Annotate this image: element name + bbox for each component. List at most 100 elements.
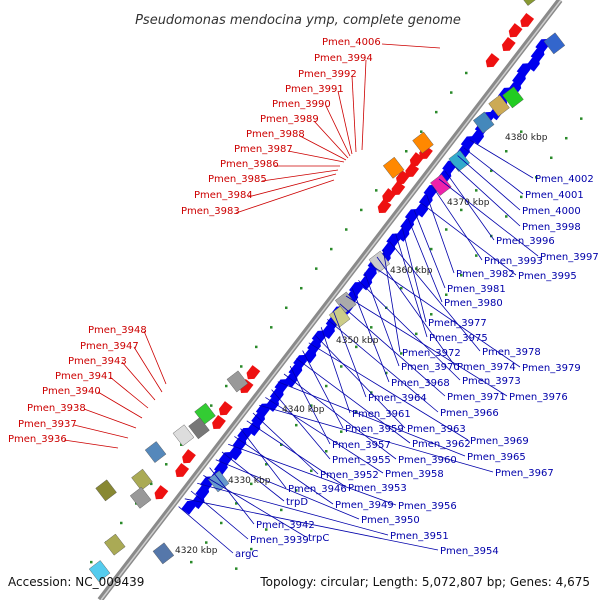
gene-label[interactable]: Pmen_3993 bbox=[484, 256, 543, 267]
gene-label[interactable]: Pmen_3953 bbox=[348, 483, 407, 494]
gene-label[interactable]: Pmen_3975 bbox=[429, 333, 488, 344]
gene-label[interactable]: Pmen_3973 bbox=[462, 376, 521, 387]
track-dot bbox=[150, 482, 153, 486]
gene-label[interactable]: Pmen_3963 bbox=[407, 424, 466, 435]
gene-label[interactable]: Pmen_3990 bbox=[272, 99, 331, 110]
gene-label[interactable]: Pmen_3991 bbox=[285, 84, 344, 95]
gene-label[interactable]: Pmen_3979 bbox=[522, 363, 581, 374]
gene-label[interactable]: Pmen_3942 bbox=[256, 520, 315, 531]
gene-label[interactable]: Pmen_3940 bbox=[42, 386, 101, 397]
track-dot bbox=[120, 521, 123, 525]
leader-line bbox=[271, 389, 331, 460]
gene-label[interactable]: Pmen_3998 bbox=[522, 222, 581, 233]
gene-label[interactable]: Pmen_4002 bbox=[535, 174, 594, 185]
track-dot bbox=[355, 345, 358, 349]
leader-line bbox=[287, 150, 345, 163]
leader-line bbox=[314, 334, 406, 429]
gene-label[interactable]: Pmen_3992 bbox=[298, 69, 357, 80]
gene-label[interactable]: Pmen_3997 bbox=[540, 252, 599, 263]
leader-line bbox=[299, 135, 347, 161]
gene-label[interactable]: Pmen_3948 bbox=[88, 325, 147, 336]
leader-line bbox=[235, 179, 335, 214]
gene-label[interactable]: Pmen_3986 bbox=[220, 159, 279, 170]
gene-label[interactable]: trpD bbox=[286, 497, 308, 508]
gene-label[interactable]: Pmen_3941 bbox=[55, 371, 114, 382]
gene-label[interactable]: Pmen_3969 bbox=[470, 436, 529, 447]
gene-label[interactable]: Pmen_3954 bbox=[440, 546, 499, 557]
track-dot bbox=[355, 410, 358, 414]
gene-label[interactable]: Pmen_3995 bbox=[518, 271, 577, 282]
leader-line bbox=[339, 303, 446, 397]
gene-label[interactable]: Pmen_3946 bbox=[288, 484, 347, 495]
track-dot bbox=[475, 189, 478, 192]
forward-gene-arrow bbox=[405, 162, 420, 178]
feature-blocks bbox=[88, 0, 566, 582]
gene-label[interactable]: Pmen_4000 bbox=[522, 206, 581, 217]
gene-label[interactable]: Pmen_3978 bbox=[482, 347, 541, 358]
leader-line bbox=[265, 397, 384, 474]
gene-label[interactable]: Pmen_3936 bbox=[8, 434, 67, 445]
gene-label[interactable]: Pmen_3989 bbox=[260, 114, 319, 125]
gene-label[interactable]: Pmen_3939 bbox=[250, 535, 309, 546]
track-dot bbox=[180, 443, 183, 446]
gene-label[interactable]: Pmen_3980 bbox=[444, 298, 503, 309]
leader-line bbox=[277, 381, 466, 457]
gene-label[interactable]: Pmen_3943 bbox=[68, 356, 127, 367]
feature-block bbox=[488, 94, 510, 117]
gene-label[interactable]: Pmen_3937 bbox=[18, 419, 77, 430]
gene-label[interactable]: Pmen_3981 bbox=[447, 284, 506, 295]
gene-label[interactable]: Pmen_3982 bbox=[456, 269, 515, 280]
leader-line bbox=[345, 295, 508, 397]
gene-label[interactable]: Pmen_3957 bbox=[332, 440, 391, 451]
track-dot bbox=[385, 371, 388, 375]
gene-label[interactable]: Pmen_3984 bbox=[194, 190, 253, 201]
gene-label[interactable]: Pmen_3996 bbox=[496, 236, 555, 247]
gene-label[interactable]: Pmen_3983 bbox=[181, 206, 240, 217]
gene-label[interactable]: Pmen_3964 bbox=[368, 393, 427, 404]
gene-label[interactable]: Pmen_3967 bbox=[495, 468, 554, 479]
feature-block bbox=[172, 424, 195, 447]
gene-label[interactable]: Pmen_3950 bbox=[361, 515, 420, 526]
leader-line bbox=[234, 436, 334, 505]
gene-label[interactable]: Pmen_3977 bbox=[428, 318, 487, 329]
gene-label[interactable]: Pmen_3965 bbox=[467, 452, 526, 463]
leader-line bbox=[351, 75, 357, 153]
gene-label[interactable]: Pmen_3947 bbox=[80, 341, 139, 352]
gene-label[interactable]: Pmen_3974 bbox=[457, 362, 516, 373]
gene-label[interactable]: Pmen_3987 bbox=[234, 144, 293, 155]
gene-label[interactable]: Pmen_3960 bbox=[398, 455, 457, 466]
kbp-tick-label: 4340 kbp bbox=[282, 405, 325, 415]
gene-label[interactable]: Pmen_4006 bbox=[322, 37, 381, 48]
gene-label[interactable]: Pmen_3976 bbox=[509, 392, 568, 403]
leader-line bbox=[327, 319, 439, 413]
gene-label[interactable]: Pmen_3938 bbox=[27, 403, 86, 414]
gene-label[interactable]: Pmen_3959 bbox=[345, 424, 404, 435]
track-dot bbox=[220, 521, 223, 525]
track-dot bbox=[460, 273, 463, 277]
track-dot bbox=[190, 560, 193, 564]
gene-label[interactable]: Pmen_3970 bbox=[401, 362, 460, 373]
leader-line bbox=[381, 43, 441, 49]
gene-label[interactable]: Pmen_3994 bbox=[314, 53, 373, 64]
track-dot bbox=[360, 208, 363, 212]
gene-label[interactable]: Pmen_3962 bbox=[412, 439, 471, 450]
gene-label[interactable]: Pmen_3966 bbox=[440, 408, 499, 419]
gene-label[interactable]: Pmen_3988 bbox=[246, 129, 305, 140]
gene-label[interactable]: Pmen_3961 bbox=[352, 409, 411, 420]
gene-label[interactable]: Pmen_3971 bbox=[447, 392, 506, 403]
gene-label[interactable]: Pmen_3958 bbox=[385, 469, 444, 480]
track-dot bbox=[325, 384, 328, 388]
gene-label[interactable]: Pmen_4001 bbox=[525, 190, 584, 201]
gene-label[interactable]: Pmen_3968 bbox=[391, 378, 450, 389]
gene-label[interactable]: Pmen_3956 bbox=[398, 501, 457, 512]
track-dot bbox=[550, 156, 553, 160]
leader-line bbox=[358, 280, 461, 381]
gene-label[interactable]: Pmen_3952 bbox=[320, 470, 379, 481]
gene-label[interactable]: argC bbox=[235, 549, 258, 560]
gene-label[interactable]: Pmen_3972 bbox=[402, 348, 461, 359]
gene-label[interactable]: Pmen_3955 bbox=[332, 455, 391, 466]
gene-label[interactable]: trpC bbox=[308, 533, 329, 544]
gene-label[interactable]: Pmen_3985 bbox=[208, 174, 267, 185]
gene-label[interactable]: Pmen_3951 bbox=[390, 531, 449, 542]
gene-label[interactable]: Pmen_3949 bbox=[335, 500, 394, 511]
